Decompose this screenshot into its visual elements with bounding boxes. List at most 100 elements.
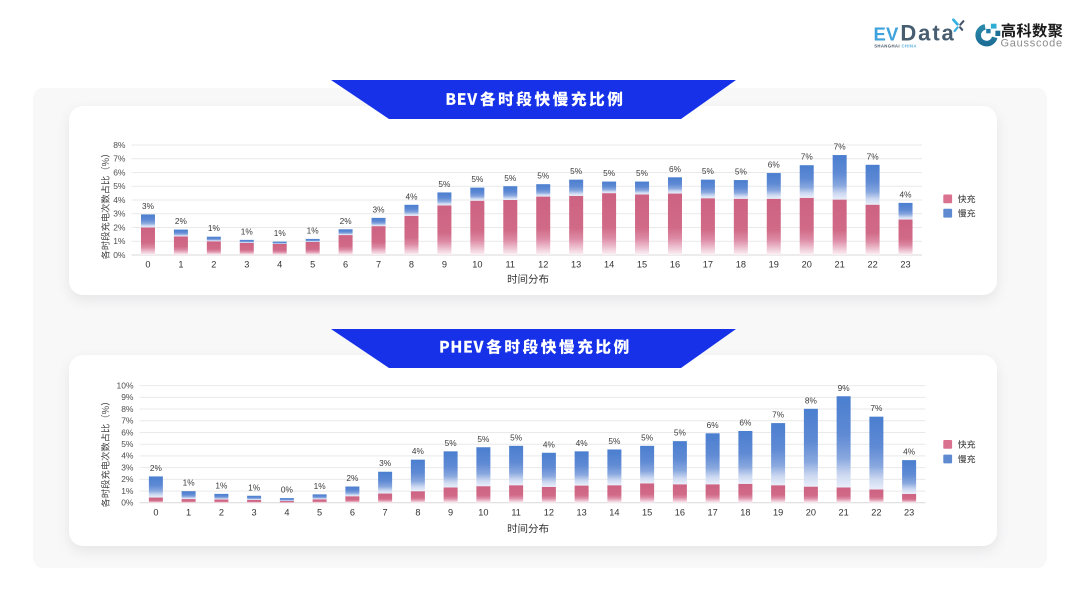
svg-text:Gausscode: Gausscode — [1001, 38, 1063, 50]
svg-text:12: 12 — [538, 260, 548, 270]
svg-text:16: 16 — [675, 507, 685, 517]
svg-text:5%: 5% — [445, 438, 458, 448]
svg-text:21: 21 — [839, 507, 849, 517]
svg-text:15: 15 — [642, 507, 652, 517]
svg-text:5%: 5% — [537, 171, 550, 181]
svg-text:5%: 5% — [510, 432, 523, 442]
svg-text:9: 9 — [442, 260, 447, 270]
svg-text:5%: 5% — [636, 168, 649, 178]
svg-text:3%: 3% — [121, 462, 134, 472]
svg-text:8: 8 — [415, 507, 420, 517]
svg-text:8%: 8% — [113, 140, 126, 150]
svg-text:5%: 5% — [735, 167, 748, 177]
svg-text:23: 23 — [904, 507, 914, 517]
svg-text:0%: 0% — [121, 498, 134, 508]
svg-text:4%: 4% — [412, 446, 425, 456]
svg-text:7%: 7% — [772, 410, 785, 420]
svg-text:EV: EV — [874, 24, 900, 45]
svg-text:1: 1 — [186, 507, 191, 517]
svg-text:0%: 0% — [281, 485, 294, 495]
svg-text:17: 17 — [708, 507, 718, 517]
svg-text:11: 11 — [506, 260, 516, 270]
svg-text:5%: 5% — [608, 436, 621, 446]
svg-text:6%: 6% — [707, 420, 720, 430]
svg-text:3%: 3% — [113, 209, 126, 219]
svg-text:18: 18 — [740, 507, 750, 517]
svg-text:5%: 5% — [674, 428, 687, 438]
svg-text:2%: 2% — [346, 473, 359, 483]
svg-text:9: 9 — [448, 507, 453, 517]
svg-text:0: 0 — [145, 260, 150, 270]
svg-text:9%: 9% — [121, 392, 134, 402]
svg-text:5%: 5% — [603, 168, 616, 178]
svg-text:23: 23 — [900, 260, 910, 270]
svg-text:6%: 6% — [113, 167, 126, 177]
svg-text:22: 22 — [871, 507, 881, 517]
svg-text:10: 10 — [472, 260, 482, 270]
svg-text:5%: 5% — [113, 181, 126, 191]
svg-text:7%: 7% — [834, 142, 847, 152]
svg-text:7%: 7% — [867, 151, 880, 161]
svg-text:19: 19 — [769, 260, 779, 270]
svg-text:10: 10 — [478, 507, 488, 517]
svg-text:1%: 1% — [248, 482, 261, 492]
svg-text:9%: 9% — [838, 383, 851, 393]
svg-text:1%: 1% — [215, 480, 228, 490]
svg-text:4%: 4% — [113, 195, 126, 205]
svg-text:8%: 8% — [121, 404, 134, 414]
svg-text:1%: 1% — [183, 478, 196, 488]
svg-text:5%: 5% — [702, 166, 715, 176]
svg-text:1%: 1% — [307, 225, 320, 235]
svg-text:20: 20 — [802, 260, 812, 270]
svg-text:13: 13 — [571, 260, 581, 270]
svg-text:4%: 4% — [903, 447, 916, 457]
svg-text:11: 11 — [511, 507, 521, 517]
svg-text:12: 12 — [544, 507, 554, 517]
svg-text:2%: 2% — [340, 216, 353, 226]
svg-text:4: 4 — [277, 260, 282, 270]
svg-text:14: 14 — [609, 507, 619, 517]
svg-text:1%: 1% — [121, 486, 134, 496]
svg-text:0: 0 — [153, 507, 158, 517]
svg-text:5%: 5% — [570, 166, 583, 176]
svg-text:5: 5 — [310, 260, 315, 270]
svg-text:5: 5 — [317, 507, 322, 517]
svg-text:2%: 2% — [113, 222, 126, 232]
svg-text:18: 18 — [736, 260, 746, 270]
svg-text:7: 7 — [376, 260, 381, 270]
svg-text:3: 3 — [244, 260, 249, 270]
svg-text:4%: 4% — [405, 191, 418, 201]
svg-text:6%: 6% — [121, 427, 134, 437]
svg-text:6%: 6% — [739, 417, 752, 427]
svg-text:3%: 3% — [373, 204, 386, 214]
svg-text:7%: 7% — [801, 152, 814, 162]
svg-text:1%: 1% — [241, 226, 254, 236]
svg-text:8: 8 — [409, 260, 414, 270]
svg-text:6%: 6% — [768, 160, 781, 170]
svg-text:10%: 10% — [116, 380, 133, 390]
svg-text:7: 7 — [383, 507, 388, 517]
svg-text:4%: 4% — [576, 438, 589, 448]
svg-text:3%: 3% — [142, 201, 155, 211]
svg-text:1%: 1% — [274, 228, 287, 238]
svg-text:22: 22 — [867, 260, 877, 270]
svg-text:13: 13 — [577, 507, 587, 517]
svg-text:1%: 1% — [314, 481, 327, 491]
svg-text:2%: 2% — [150, 463, 163, 473]
svg-text:1%: 1% — [208, 223, 221, 233]
svg-text:7%: 7% — [113, 154, 126, 164]
svg-text:16: 16 — [670, 260, 680, 270]
svg-text:5%: 5% — [438, 179, 451, 189]
svg-text:21: 21 — [835, 260, 845, 270]
svg-text:Data: Data — [900, 21, 955, 46]
svg-text:5%: 5% — [641, 432, 654, 442]
svg-text:15: 15 — [637, 260, 647, 270]
svg-text:7%: 7% — [121, 416, 134, 426]
svg-text:20: 20 — [806, 507, 816, 517]
svg-text:3%: 3% — [379, 458, 392, 468]
svg-text:6%: 6% — [669, 164, 682, 174]
svg-text:6: 6 — [350, 507, 355, 517]
svg-text:17: 17 — [703, 260, 713, 270]
svg-text:4%: 4% — [121, 451, 134, 461]
svg-text:5%: 5% — [121, 439, 134, 449]
